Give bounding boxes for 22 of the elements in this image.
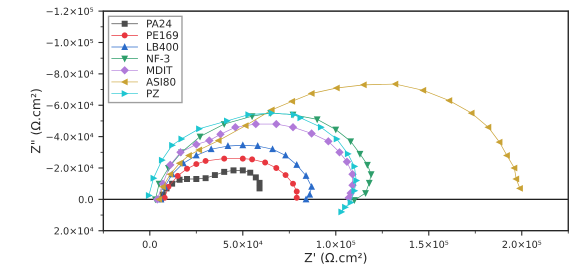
legend-label: MDIT: [147, 66, 172, 74]
legend-label: NF-3: [147, 54, 170, 62]
y-tick-label: 2.0×10⁴: [54, 227, 94, 235]
legend-label: PZ: [147, 90, 159, 98]
x-axis-title: Z' (Ω.cm²): [304, 252, 366, 264]
legend-label: PE169: [147, 31, 178, 40]
x-tick-label: 1.0×10⁵: [316, 240, 356, 248]
legend-label: PA24: [147, 20, 172, 28]
y-tick-label: −4.0×10⁴: [46, 133, 94, 140]
y-tick-label: −6.0×10⁴: [46, 102, 94, 110]
x-tick-label: 2.0×10⁵: [502, 240, 542, 248]
legend-label: LB400: [147, 42, 178, 51]
legend-label: ASI80: [146, 78, 176, 86]
y-axis-title: Z" (Ω.cm²): [30, 89, 42, 154]
y-tick-label: 0.0: [78, 196, 93, 204]
x-tick-label: 1.5×10⁵: [410, 240, 448, 248]
y-tick-label: −8.0×10⁴: [46, 70, 94, 78]
y-tick-label: −2.0×10⁴: [46, 164, 94, 172]
y-tick-label: −1.0×10⁵: [46, 38, 94, 46]
x-tick-label: 5.0×10⁴: [224, 240, 262, 248]
y-tick-label: −1.2×10⁵: [46, 8, 94, 15]
x-tick-label: 0.0: [142, 240, 157, 248]
